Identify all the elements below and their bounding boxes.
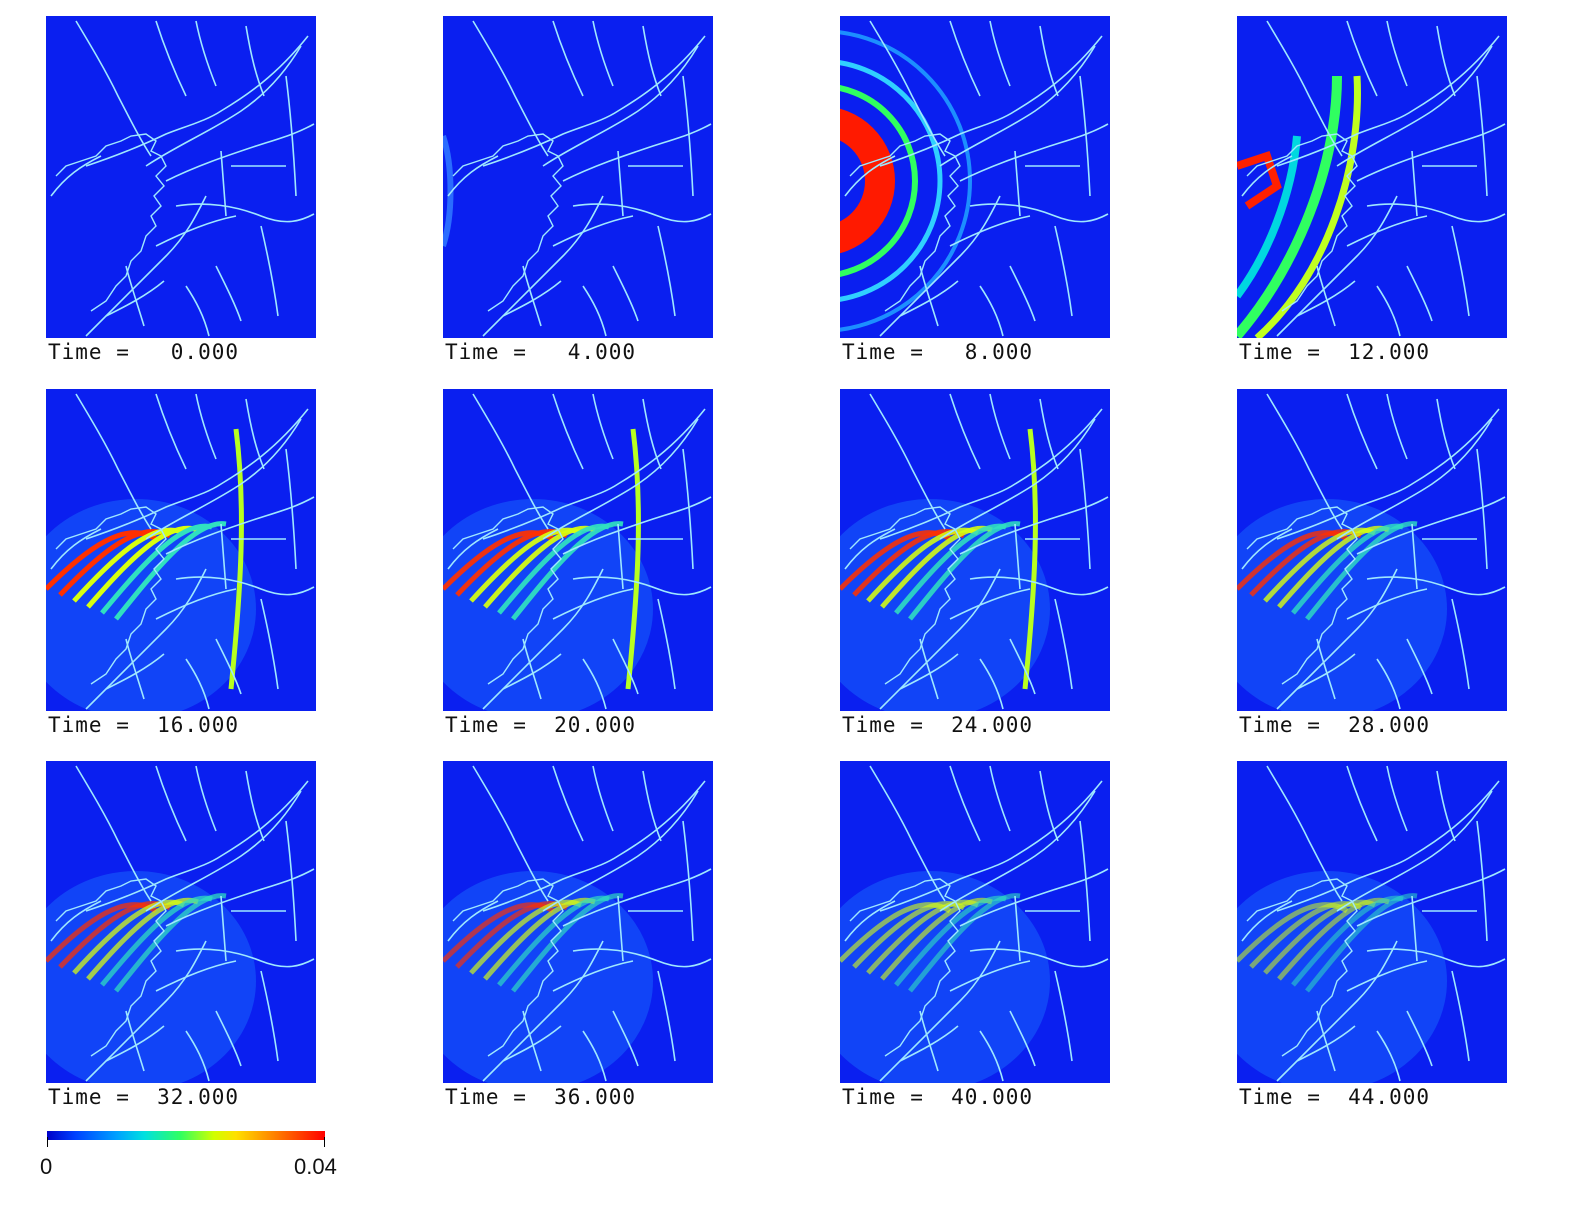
wave-field — [443, 871, 653, 1083]
simulation-panel: Time = 16.000 — [46, 389, 316, 737]
wave-field — [1237, 871, 1447, 1083]
wave-field — [46, 871, 256, 1083]
wave-height-map — [1237, 16, 1507, 338]
wave-height-map — [1237, 761, 1507, 1083]
colorbar — [47, 1131, 325, 1140]
time-label: Time = 44.000 — [1239, 1085, 1431, 1109]
map-graphic — [50, 20, 315, 337]
wave-height-map — [840, 389, 1110, 711]
wave-field — [840, 428, 1050, 711]
time-label: Time = 0.000 — [48, 340, 240, 364]
colorbar-min-label: 0 — [40, 1154, 53, 1179]
simulation-panel: Time = 12.000 — [1237, 16, 1507, 364]
time-label: Time = 40.000 — [842, 1085, 1034, 1109]
river-network — [50, 765, 315, 1082]
simulation-panel: Time = 4.000 — [443, 16, 713, 364]
river-network — [844, 20, 1109, 337]
wave-height-map — [840, 761, 1110, 1083]
wave-field — [46, 428, 256, 711]
coastline — [849, 878, 961, 1057]
coastline — [849, 506, 961, 685]
wave-height-map — [46, 16, 316, 338]
wave-field — [443, 428, 653, 711]
wave-field — [1237, 75, 1361, 338]
map-graphic — [46, 393, 315, 711]
map-graphic — [46, 765, 315, 1083]
colorbar-tick-min — [47, 1137, 48, 1147]
coastline — [452, 133, 564, 312]
map-graphic — [840, 393, 1109, 711]
map-graphic — [443, 393, 712, 711]
river-network — [1241, 393, 1506, 710]
coastline — [55, 133, 167, 312]
coastline — [55, 506, 167, 685]
wave-height-map — [46, 389, 316, 711]
coastline — [452, 878, 564, 1057]
simulation-panel: Time = 32.000 — [46, 761, 316, 1109]
colorbar-max-label: 0.04 — [294, 1154, 337, 1179]
simulation-panel: Time = 0.000 — [46, 16, 316, 364]
wave-field — [1237, 499, 1447, 711]
coastline — [55, 878, 167, 1057]
river-network — [844, 765, 1109, 1082]
wave-height-map — [46, 761, 316, 1083]
map-graphic — [840, 765, 1109, 1083]
time-label: Time = 36.000 — [445, 1085, 637, 1109]
river-network — [50, 393, 315, 710]
wave-field — [840, 30, 972, 332]
wave-height-map — [1237, 389, 1507, 711]
wave-height-map — [443, 16, 713, 338]
river-network — [1241, 20, 1506, 337]
time-label: Time = 28.000 — [1239, 713, 1431, 737]
river-network — [447, 20, 712, 337]
map-graphic — [443, 20, 712, 337]
river-network — [844, 393, 1109, 710]
wave-height-map — [840, 16, 1110, 338]
map-graphic — [1237, 20, 1506, 338]
simulation-panel: Time = 28.000 — [1237, 389, 1507, 737]
map-graphic — [1237, 393, 1506, 711]
simulation-panel: Time = 8.000 — [840, 16, 1110, 364]
coastline — [1246, 878, 1358, 1057]
wave-height-map — [443, 389, 713, 711]
time-label: Time = 24.000 — [842, 713, 1034, 737]
river-network — [1241, 765, 1506, 1082]
coastline — [1246, 506, 1358, 685]
time-label: Time = 16.000 — [48, 713, 240, 737]
river-network — [50, 20, 315, 337]
river-network — [447, 765, 712, 1082]
simulation-panel: Time = 40.000 — [840, 761, 1110, 1109]
simulation-panel: Time = 44.000 — [1237, 761, 1507, 1109]
time-label: Time = 12.000 — [1239, 340, 1431, 364]
wave-field — [443, 135, 454, 247]
colorbar-tick-max — [324, 1137, 325, 1147]
map-graphic — [1237, 765, 1506, 1083]
coastline — [1246, 133, 1358, 312]
simulation-panel: Time = 36.000 — [443, 761, 713, 1109]
map-graphic — [840, 20, 1109, 337]
time-label: Time = 8.000 — [842, 340, 1034, 364]
wave-height-map — [443, 761, 713, 1083]
river-network — [447, 393, 712, 710]
wave-field — [840, 871, 1050, 1083]
coastline — [849, 133, 961, 312]
simulation-panel: Time = 20.000 — [443, 389, 713, 737]
time-label: Time = 32.000 — [48, 1085, 240, 1109]
map-graphic — [443, 765, 712, 1083]
time-label: Time = 4.000 — [445, 340, 637, 364]
time-label: Time = 20.000 — [445, 713, 637, 737]
simulation-panel: Time = 24.000 — [840, 389, 1110, 737]
coastline — [452, 506, 564, 685]
